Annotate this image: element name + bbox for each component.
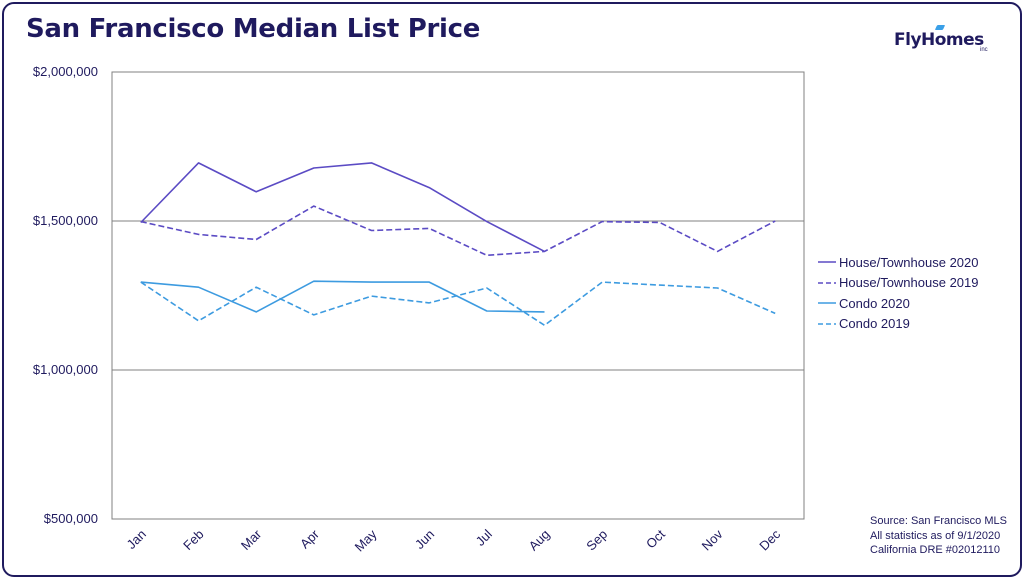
legend-item-house-2019: House/Townhouse 2019 bbox=[818, 273, 979, 294]
x-tick-label: Sep bbox=[583, 527, 610, 554]
x-tick-label: Oct bbox=[643, 526, 668, 551]
x-tick-label: May bbox=[352, 526, 380, 554]
series-line-1 bbox=[140, 205, 776, 257]
series-line-2 bbox=[140, 280, 545, 313]
dre-line: California DRE #02012110 bbox=[870, 544, 1001, 556]
stats-date-line: All statistics as of 9/1/2020 bbox=[870, 529, 1001, 542]
legend-item-condo-2020: Condo 2020 bbox=[818, 293, 979, 314]
logo-sub: inc bbox=[980, 47, 988, 53]
series-line-3 bbox=[140, 281, 776, 327]
y-tick-label: $1,000,000 bbox=[33, 362, 98, 377]
y-axis-ticks: $2,000,000 $1,500,000 $1,000,000 $500,000 bbox=[33, 64, 98, 526]
x-tick-label: Nov bbox=[699, 526, 726, 553]
x-tick-label: Jul bbox=[473, 526, 495, 548]
x-tick-label: Jun bbox=[412, 527, 437, 552]
series-lines bbox=[140, 162, 776, 327]
x-tick-label: Mar bbox=[238, 526, 265, 553]
legend-label: Condo 2020 bbox=[839, 295, 910, 311]
legend-label: House/Townhouse 2019 bbox=[839, 275, 979, 291]
y-tick-label: $500,000 bbox=[44, 511, 98, 526]
x-tick-label: Feb bbox=[180, 527, 206, 553]
legend-label: House/Townhouse 2020 bbox=[839, 254, 979, 270]
x-tick-label: Jan bbox=[124, 527, 149, 552]
flyhomes-logo: FlyHomes bbox=[894, 30, 984, 50]
x-tick-label: Aug bbox=[526, 527, 553, 554]
source-line: Source: San Francisco MLS bbox=[870, 515, 1007, 527]
gridlines bbox=[111, 71, 805, 520]
series-line-0 bbox=[140, 162, 545, 253]
legend-label: Condo 2019 bbox=[839, 316, 910, 332]
plot-border bbox=[111, 71, 805, 520]
x-axis-ticks: Jan Feb Mar Apr May Jun Jul Aug Sep Oct Nov Dec bbox=[124, 526, 784, 554]
chart-title: San Francisco Median List Price bbox=[26, 14, 481, 44]
legend: House/Townhouse 2020 House/Townhouse 201… bbox=[818, 252, 979, 334]
source-note: Source: San Francisco MLS All statistics… bbox=[870, 514, 1007, 558]
legend-item-condo-2019: Condo 2019 bbox=[818, 314, 979, 335]
x-tick-label: Dec bbox=[756, 526, 783, 553]
legend-item-house-2020: House/Townhouse 2020 bbox=[818, 252, 979, 273]
y-tick-label: $1,500,000 bbox=[33, 213, 98, 228]
x-tick-label: Apr bbox=[297, 526, 322, 551]
y-tick-label: $2,000,000 bbox=[33, 64, 98, 79]
